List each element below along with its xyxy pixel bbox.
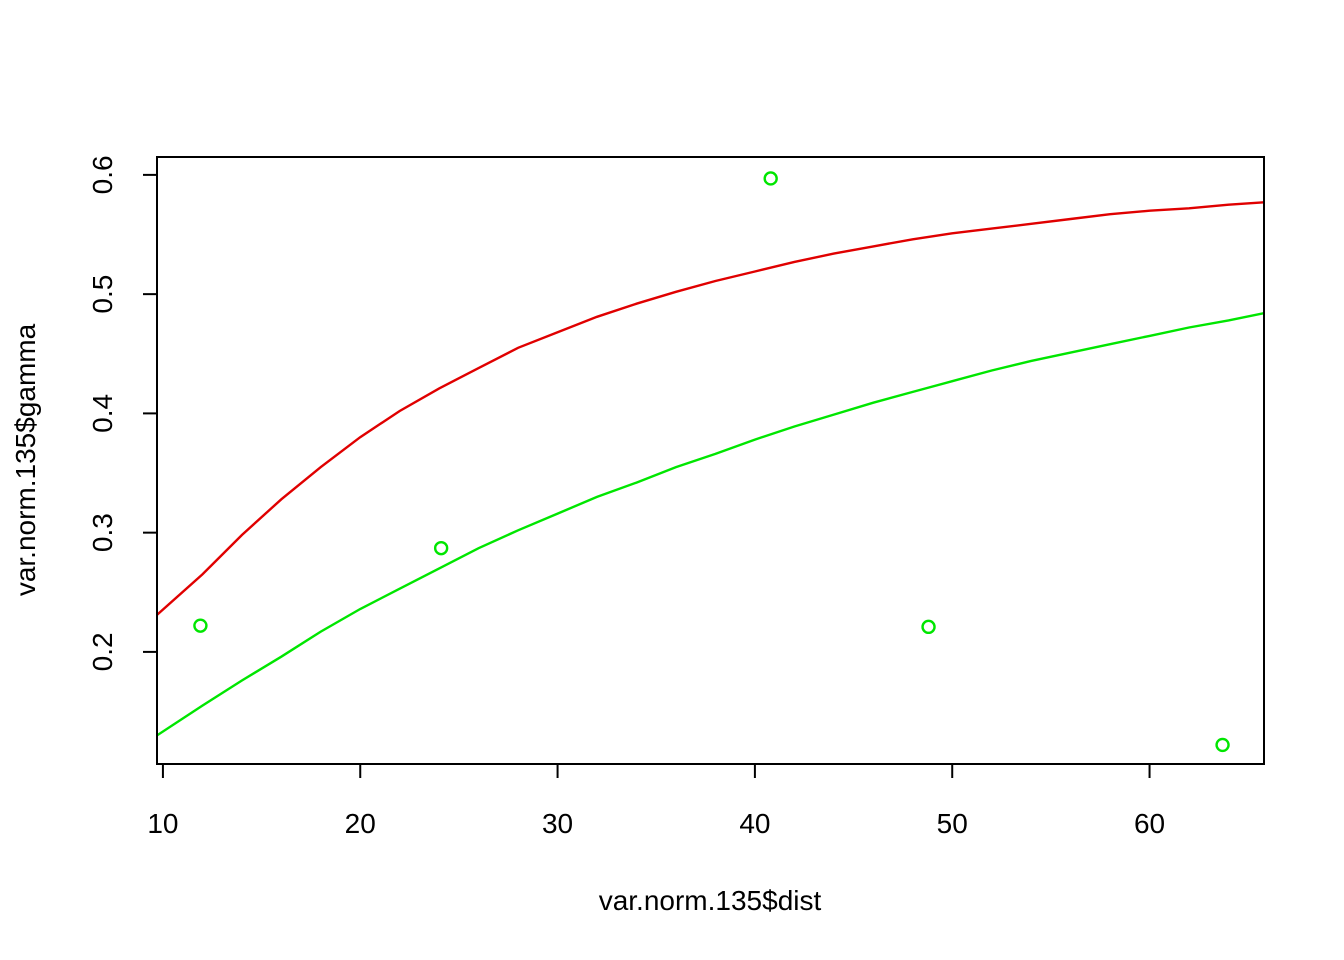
y-tick-label: 0.4 — [87, 394, 118, 433]
fit-curve-2 — [157, 312, 1264, 737]
fitted-curves — [157, 201, 1264, 737]
x-tick-label: 10 — [147, 808, 178, 839]
y-tick-label: 0.5 — [87, 275, 118, 314]
data-points — [193, 171, 1230, 753]
data-point — [433, 540, 449, 556]
x-tick-label: 60 — [1134, 808, 1165, 839]
data-point — [193, 618, 208, 633]
data-point — [1215, 737, 1230, 753]
fit-curve-1 — [157, 201, 1264, 616]
y-axis: 0.2 0.3 0.4 0.5 0.6 — [87, 155, 158, 671]
y-tick-label: 0.6 — [87, 155, 118, 194]
x-tick-label: 50 — [937, 808, 968, 839]
x-axis: 10 20 30 40 50 60 — [147, 763, 1165, 839]
y-tick-label: 0.2 — [87, 632, 118, 671]
y-axis-label: var.norm.135$gamma — [10, 323, 41, 596]
data-point — [763, 171, 778, 186]
x-tick-label: 30 — [542, 808, 573, 839]
x-axis-label: var.norm.135$dist — [599, 885, 822, 916]
x-tick-label: 20 — [345, 808, 376, 839]
data-point — [921, 619, 936, 635]
y-tick-label: 0.3 — [87, 513, 118, 552]
x-tick-label: 40 — [739, 808, 770, 839]
